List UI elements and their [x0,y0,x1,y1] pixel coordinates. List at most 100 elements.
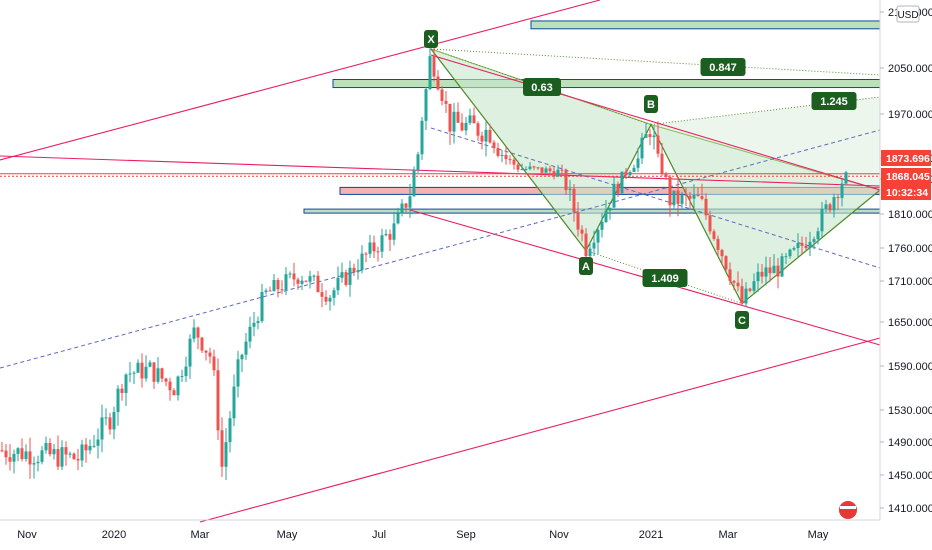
candle-body [364,253,368,255]
y-tick-label: 1650.000 [888,317,932,329]
zone-upper [332,79,881,89]
candle-body [324,296,328,302]
candle-body [356,270,360,273]
candle-body [676,190,680,204]
candle-body [736,282,740,287]
candle-body [480,135,484,142]
y-tick-label: 1450.000 [888,470,932,482]
candle-body [464,122,468,131]
candle-body [112,412,116,430]
candle-body [536,167,540,169]
candle-body [740,286,744,304]
candle-body [316,275,320,293]
candle-body [616,183,620,194]
candle-body [176,376,180,396]
price-tag-1 [881,168,931,184]
candle-body [352,267,356,273]
candle-body [296,279,300,284]
trend-line-lower [199,337,881,523]
pattern-ac-dotted [585,250,743,305]
candle-body [660,153,664,175]
y-tick-label: 1970.000 [888,109,932,121]
candle-body [768,267,772,274]
pattern-point-a-badge [579,257,593,275]
candle-body [580,229,584,234]
candle-body [672,190,676,206]
candle-body [180,376,184,378]
candle-body [340,272,344,278]
candle-body [92,445,96,447]
candle-body [792,248,796,250]
candle-body [312,275,316,277]
candle-body [472,115,476,124]
candle-body [132,372,136,374]
candle-body [684,194,688,196]
candle-body [276,280,280,290]
candle-body [80,444,84,461]
candle-body [404,203,408,208]
x-tick-label: Mar [719,529,738,541]
candle-body [756,271,760,282]
candle-body [304,280,308,282]
candle-body [432,56,436,77]
candle-body [460,122,464,131]
candle-body [484,129,488,142]
y-tick-label: 1490.000 [888,437,932,449]
candle-body [40,450,44,462]
candle-body [104,417,108,419]
candle-body [204,350,208,353]
candle-body [412,169,416,197]
candle-body [748,288,752,291]
candle-body [368,242,372,254]
candle-body [128,373,132,375]
candle-body [668,176,672,206]
pattern-point-b-label: B [647,99,655,111]
trend-line-upper [0,0,601,161]
flag-icon-stripe [840,506,856,509]
candle-body [28,451,32,465]
candle-body [192,327,196,339]
candle-body [776,265,780,277]
x-tick-label: 2021 [639,529,663,541]
ratio-badge-3 [642,269,688,287]
candle-body [476,123,480,136]
x-tick-label: Jul [372,529,386,541]
candle-body [20,448,24,460]
x-tick-label: May [277,529,298,541]
y-tick-label: 1410.000 [888,503,932,515]
candle-body [64,447,68,455]
x-tick-label: Nov [17,529,37,541]
currency-badge [896,5,920,23]
candle-body [292,273,296,280]
candle-body [380,235,384,252]
candle-body [720,249,724,257]
candle-body [712,231,716,239]
candle-body [504,155,508,160]
candle-body [800,242,804,246]
ratio-label-0: 0.63 [531,82,552,94]
candle-body [760,271,764,277]
candle-body [556,169,560,177]
pattern-point-x-badge [424,30,438,48]
candle-body [52,449,56,455]
candle-body [24,451,28,460]
candle-body [116,388,120,413]
candle-body [284,274,288,291]
ratio-label-1: 0.847 [709,62,737,74]
candle-body [588,248,592,257]
candle-body [272,280,276,292]
candle-body [708,215,712,232]
candle-body [32,463,36,465]
candle-body [148,362,152,367]
candle-body [576,212,580,230]
candle-body [596,229,600,243]
candle-body [36,461,40,464]
y-axis-panel [881,0,932,550]
x-tick-label: Mar [191,529,210,541]
candle-body [816,231,820,240]
trend-lines [0,0,881,523]
candle-body [72,453,76,460]
candle-body [100,417,104,440]
